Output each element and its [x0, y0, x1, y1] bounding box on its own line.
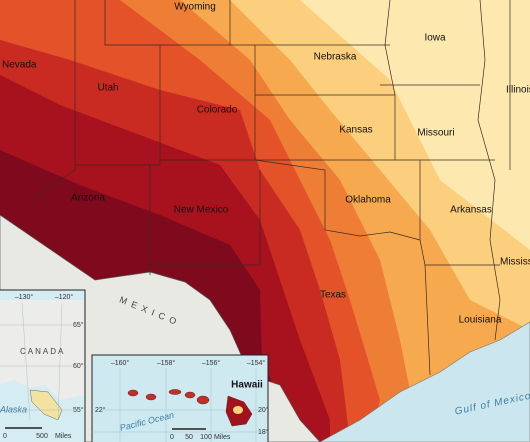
- state-label: New Mexico: [174, 205, 229, 216]
- scale-label: Miles: [214, 434, 231, 441]
- state-borders: [29, 0, 511, 376]
- state-label: Arkansas: [450, 205, 492, 216]
- latitude-label: 22°: [95, 406, 106, 414]
- state-label: Arizona: [71, 193, 105, 204]
- state-label: Wyoming: [174, 2, 216, 13]
- state-label: Texas: [320, 290, 346, 301]
- state-label: Oklahoma: [345, 195, 391, 206]
- latitude-label: 18°: [258, 428, 269, 436]
- longitude-label: –120°: [55, 293, 74, 301]
- graticule: [0, 302, 72, 421]
- longitude-label: –156°: [202, 359, 221, 367]
- state-label: Iowa: [424, 33, 446, 44]
- islands: [127, 389, 253, 427]
- longitude-label: –160°: [111, 359, 130, 367]
- state-label: Missouri: [417, 128, 454, 139]
- inset-frame: [91, 354, 269, 442]
- state-label: Colorado: [197, 105, 238, 116]
- scale-label: 0: [3, 433, 7, 440]
- state-label: Nevada: [2, 60, 37, 71]
- inset-label: Alaska: [0, 404, 27, 414]
- gulf-water: [319, 321, 530, 442]
- inset-label: Hawaii: [231, 380, 263, 391]
- state-label: Utah: [97, 83, 118, 94]
- state-labels: Wyoming Nevada Iowa Nebraska Utah Colora…: [2, 2, 530, 326]
- alaska-inset: –130° –120° 65° 60° 55° CANADA Alaska 0 …: [0, 289, 86, 442]
- scale-label: 100: [200, 434, 212, 441]
- latitude-label: 60°: [73, 362, 84, 370]
- longitude-label: –130°: [15, 293, 34, 301]
- latitude-label: 55°: [73, 406, 84, 414]
- scale-label: Miles: [55, 433, 72, 440]
- scale-label: 500: [36, 433, 48, 440]
- state-label: Mississippi: [500, 257, 530, 268]
- latitude-label: 20°: [258, 406, 269, 414]
- state-label: Nebraska: [314, 52, 357, 63]
- longitude-label: –154°: [247, 359, 266, 367]
- latitude-label: 65°: [73, 321, 84, 329]
- state-label: Louisiana: [459, 315, 502, 326]
- scale-label: 50: [185, 434, 193, 441]
- graticule: [92, 368, 268, 442]
- hawaii-inset: –160° –158° –156° –154° 22° 20° 18° Hawa…: [91, 354, 269, 442]
- longitude-label: –158°: [157, 359, 176, 367]
- state-label: Illinois: [506, 85, 530, 96]
- state-label: Kansas: [339, 125, 372, 136]
- country-label: CANADA: [20, 347, 65, 356]
- scale-label: 0: [170, 434, 174, 441]
